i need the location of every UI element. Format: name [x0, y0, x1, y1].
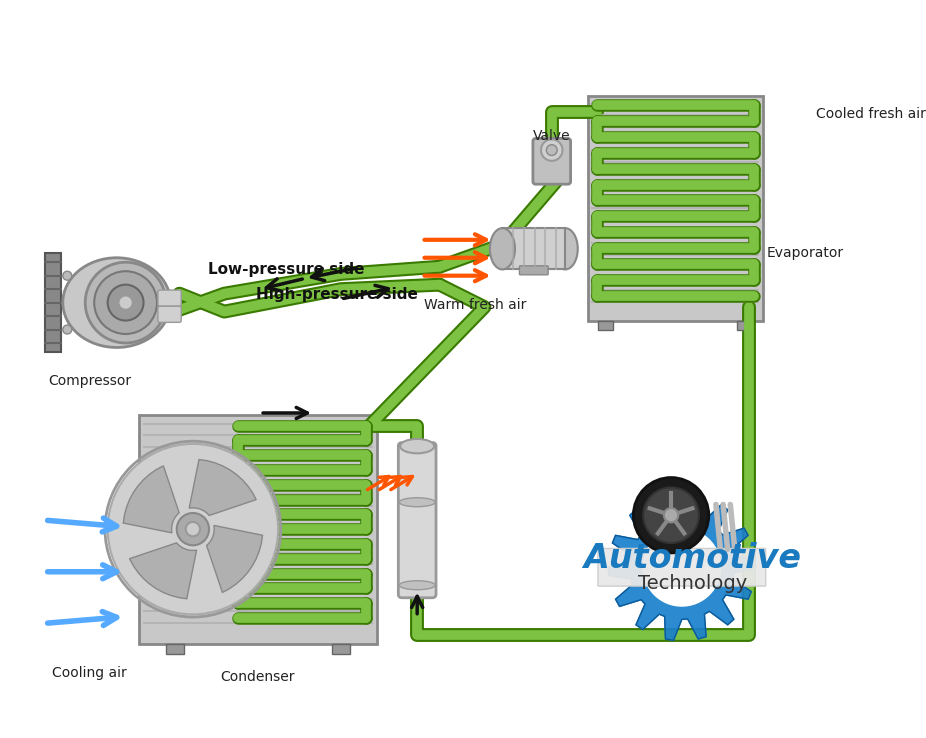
Text: Warm fresh air: Warm fresh air — [424, 298, 527, 312]
FancyBboxPatch shape — [158, 290, 181, 306]
Circle shape — [644, 487, 699, 543]
Circle shape — [546, 145, 557, 156]
Circle shape — [63, 271, 72, 280]
Circle shape — [177, 513, 209, 545]
Text: Condenser: Condenser — [220, 670, 295, 684]
Text: Low-pressure side: Low-pressure side — [208, 262, 365, 277]
Bar — [598, 320, 613, 330]
Bar — [166, 644, 184, 655]
FancyBboxPatch shape — [598, 548, 766, 586]
Text: Cooled fresh air: Cooled fresh air — [817, 107, 926, 121]
Polygon shape — [206, 525, 262, 593]
Text: Compressor: Compressor — [48, 374, 131, 388]
Bar — [139, 415, 377, 644]
Polygon shape — [608, 494, 756, 641]
Bar — [503, 228, 565, 269]
Ellipse shape — [490, 228, 515, 269]
Bar — [44, 253, 61, 352]
Ellipse shape — [63, 258, 170, 348]
Ellipse shape — [399, 581, 435, 590]
Text: Valve: Valve — [533, 129, 570, 143]
Bar — [588, 96, 763, 320]
Polygon shape — [123, 466, 180, 533]
Circle shape — [633, 477, 708, 553]
Circle shape — [94, 271, 157, 334]
Circle shape — [541, 139, 562, 161]
Text: Cooling air: Cooling air — [53, 666, 127, 680]
Circle shape — [643, 528, 721, 607]
Ellipse shape — [553, 228, 578, 269]
FancyBboxPatch shape — [398, 443, 436, 598]
Circle shape — [107, 285, 144, 320]
Circle shape — [107, 444, 278, 614]
Circle shape — [664, 508, 678, 523]
Circle shape — [186, 522, 200, 537]
Bar — [332, 644, 350, 655]
Circle shape — [119, 295, 132, 310]
FancyBboxPatch shape — [158, 306, 181, 323]
FancyBboxPatch shape — [519, 266, 548, 275]
Circle shape — [85, 262, 166, 343]
Polygon shape — [189, 460, 257, 515]
Bar — [737, 320, 752, 330]
Text: Technology: Technology — [638, 574, 747, 593]
Ellipse shape — [400, 439, 434, 453]
Text: High-pressure side: High-pressure side — [256, 287, 418, 303]
FancyBboxPatch shape — [532, 139, 570, 184]
Polygon shape — [130, 543, 196, 599]
Text: Automotive: Automotive — [583, 542, 802, 575]
Text: Evaporator: Evaporator — [767, 246, 845, 261]
Ellipse shape — [399, 497, 435, 507]
Circle shape — [63, 325, 72, 334]
